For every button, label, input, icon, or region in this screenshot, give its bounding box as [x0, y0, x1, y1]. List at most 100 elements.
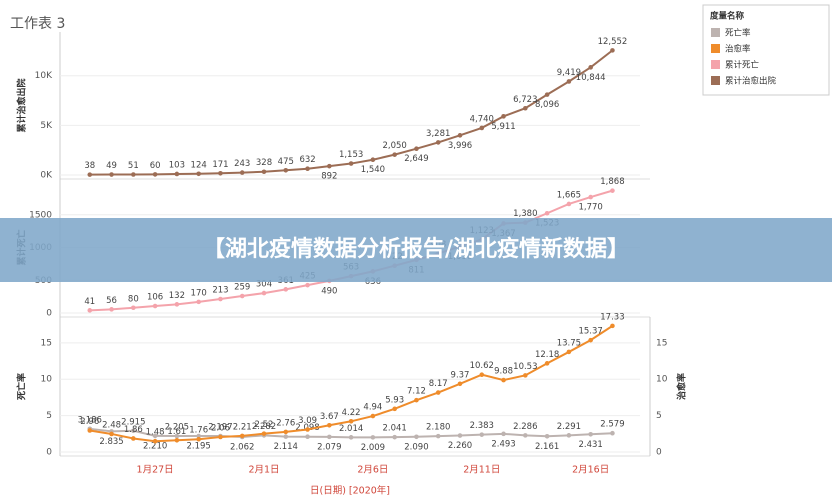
data-label: 5.93: [385, 395, 404, 405]
data-point: [501, 114, 506, 119]
y-tick-label: 15: [41, 338, 52, 348]
data-label: 304: [256, 280, 272, 290]
data-label: 170: [191, 288, 207, 298]
banner-bg: [0, 218, 832, 282]
x-tick-label: 2月16日: [572, 465, 609, 476]
data-label: 13.75: [557, 338, 581, 348]
data-point: [327, 434, 332, 440]
data-point: [392, 152, 397, 157]
data-label: 51: [128, 161, 139, 171]
data-point: [588, 65, 593, 70]
data-label: 2.76: [276, 418, 295, 428]
data-label: 213: [212, 286, 228, 296]
data-point: [588, 432, 593, 437]
data-label: 475: [278, 157, 294, 167]
data-point: [327, 422, 332, 428]
data-label: 3,281: [426, 129, 450, 139]
data-point: [457, 133, 463, 138]
data-point: [414, 434, 419, 440]
legend-swatch: [711, 28, 720, 37]
data-point: [544, 92, 550, 97]
data-point: [283, 434, 289, 439]
data-label: 60: [150, 161, 161, 171]
banner-text: 【湖北疫情数据分析报告/湖北疫情新数据】: [203, 236, 629, 262]
data-label: 328: [256, 158, 272, 168]
data-label: 38: [84, 161, 95, 171]
data-point: [174, 302, 180, 307]
data-point: [283, 287, 289, 292]
data-point: [414, 397, 419, 403]
data-label: 1,770: [578, 203, 602, 213]
y2-tick-label: 15: [656, 338, 667, 348]
data-label: 1,540: [361, 165, 385, 175]
data-point: [152, 433, 158, 439]
y-tick-label: 10: [41, 375, 53, 385]
data-label: 2.079: [317, 442, 341, 452]
data-label: 1.61: [167, 427, 186, 437]
data-point: [261, 169, 267, 175]
data-label: 243: [234, 159, 250, 169]
y-axis-title: 累计治愈出院: [16, 78, 28, 132]
data-point: [87, 308, 93, 313]
data-label: 2.96: [80, 417, 99, 427]
data-label: 2.383: [470, 421, 494, 431]
data-label: 2.114: [274, 442, 298, 452]
data-point: [457, 381, 463, 387]
data-point: [544, 361, 550, 366]
data-point: [174, 171, 180, 177]
data-point: [414, 146, 419, 151]
data-point: [109, 307, 114, 312]
data-point: [283, 167, 289, 173]
data-point: [566, 433, 572, 438]
data-point: [610, 48, 615, 53]
legend-label: 死亡率: [725, 28, 751, 39]
data-point: [87, 172, 93, 177]
data-label: 8,096: [535, 100, 559, 110]
data-label: 1,665: [557, 190, 581, 200]
data-label: 2.431: [578, 440, 602, 450]
data-point: [305, 166, 310, 172]
data-label: 2.915: [121, 417, 145, 427]
y2-tick-label: 10: [656, 375, 668, 385]
data-point: [566, 79, 572, 84]
data-point: [131, 172, 136, 177]
data-point: [305, 434, 310, 440]
data-label: 1.76: [189, 426, 208, 436]
data-label: 10.53: [513, 362, 537, 372]
data-label: 41: [84, 297, 95, 307]
data-point: [479, 432, 485, 437]
data-label: 2.835: [99, 437, 123, 447]
data-point: [610, 188, 615, 193]
x-tick-label: 1月27日: [137, 465, 174, 476]
data-point: [348, 161, 354, 166]
data-point: [327, 163, 332, 169]
data-label: 2.579: [600, 420, 624, 430]
data-label: 2.493: [491, 439, 515, 449]
data-label: 2.180: [426, 423, 450, 433]
data-point: [392, 406, 397, 412]
data-label: 171: [212, 160, 228, 170]
data-label: 8.17: [429, 379, 448, 389]
data-label: 892: [321, 172, 337, 182]
data-label: 2.286: [513, 422, 537, 432]
data-label: 2.161: [535, 442, 559, 452]
data-point: [523, 373, 528, 378]
data-point: [588, 194, 593, 200]
data-point: [479, 125, 485, 131]
y-tick-label: 5K: [40, 121, 53, 131]
data-label: 17.33: [600, 312, 624, 322]
data-label: 4,740: [470, 114, 494, 124]
data-label: 132: [169, 291, 185, 301]
x-tick-label: 2月6日: [357, 465, 388, 476]
data-label: 4.94: [363, 403, 382, 413]
data-label: 12.18: [535, 350, 559, 360]
data-point: [610, 430, 615, 436]
data-label: 2.291: [557, 422, 581, 432]
data-point: [479, 372, 485, 378]
y-tick-label: 0K: [40, 171, 53, 181]
data-point: [196, 433, 201, 439]
data-point: [435, 433, 441, 439]
data-label: 2.06: [211, 424, 230, 434]
data-label: 490: [321, 286, 337, 296]
